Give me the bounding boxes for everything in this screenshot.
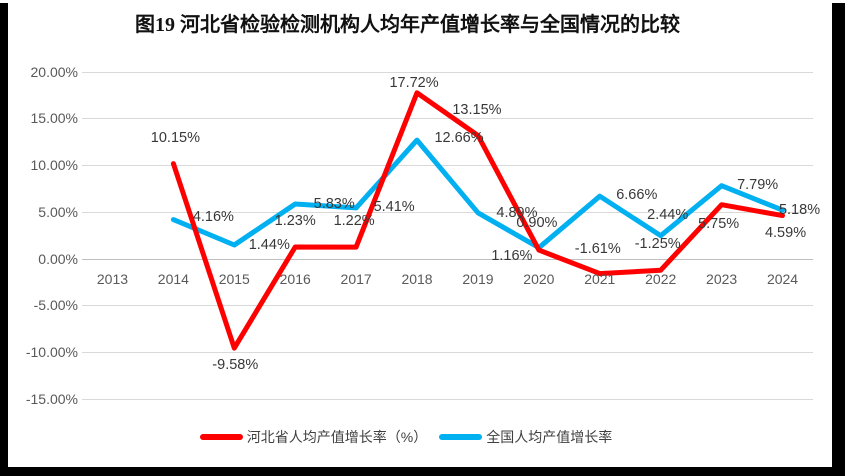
data-label-national-2014: 4.16%: [192, 208, 234, 225]
legend-marker-national-line: [439, 434, 483, 440]
y-axis-tick-label: 20.00%: [30, 63, 78, 80]
data-label-national-2023: 7.79%: [737, 176, 779, 193]
data-label-national-2017: 5.41%: [373, 198, 415, 215]
x-axis-tick-label: 2020: [523, 271, 555, 287]
y-axis-tick-label: 5.00%: [38, 203, 78, 220]
x-axis-tick-label: 2024: [766, 271, 799, 287]
x-axis-tick-label: 2016: [279, 271, 311, 287]
x-axis-tick-label: 2021: [584, 271, 616, 287]
x-axis-tick-label: 2023: [706, 271, 738, 287]
x-axis-tick-label: 2014: [157, 271, 189, 287]
legend-marker-hebei-line: [199, 434, 243, 440]
legend-label-hebei: 河北省人均产值增长率（%）: [246, 429, 428, 445]
legend-item-hebei: 河北省人均产值增长率（%）: [199, 427, 428, 447]
data-label-hebei-2016: 1.23%: [274, 212, 316, 229]
data-label-hebei-2023: 5.75%: [698, 215, 740, 232]
data-label-hebei-2015: -9.58%: [212, 357, 259, 374]
data-label-national-2015: 1.44%: [248, 237, 290, 254]
data-label-hebei-2018: 17.72%: [389, 74, 439, 91]
black-border-bottom: [0, 467, 845, 476]
x-axis-tick-label: 2022: [645, 271, 677, 287]
legend-label-national: 全国人均产值增长率: [486, 429, 613, 445]
black-border-right: [832, 3, 845, 476]
data-label-national-2018: 12.66%: [434, 130, 484, 147]
y-axis-tick-label: 15.00%: [30, 110, 78, 127]
data-label-national-2016: 5.83%: [313, 195, 355, 212]
series-line-hebei: [170, 90, 785, 351]
data-label-hebei-2017: 1.22%: [333, 213, 375, 230]
legend-item-national: 全国人均产值增长率: [439, 427, 612, 447]
x-axis-tick-label: 2017: [340, 271, 372, 287]
data-label-national-2021: 6.66%: [616, 187, 658, 204]
data-label-hebei-2020: 0.90%: [516, 215, 558, 232]
x-axis-tick-label: 2013: [96, 271, 129, 287]
y-axis-tick-label: -10.00%: [25, 344, 78, 360]
black-border-left: [0, 3, 8, 476]
x-axis-tick-label: 2018: [401, 271, 433, 287]
x-axis-tick-label: 2019: [462, 271, 494, 287]
data-label-hebei-2021: -1.61%: [574, 240, 621, 257]
data-label-national-2024: 5.18%: [778, 202, 821, 219]
x-axis-tick-label: 2015: [218, 271, 250, 287]
y-axis-tick-label: 0.00%: [38, 250, 78, 267]
series-line-national: [170, 137, 785, 251]
data-label-hebei-2024: 4.59%: [764, 224, 807, 241]
data-label-hebei-2022: -1.25%: [634, 236, 681, 253]
y-axis-tick-label: -15.00%: [25, 390, 78, 407]
data-label-national-2019: 4.89%: [496, 204, 538, 221]
data-label-national-2020: 1.16%: [491, 247, 533, 264]
chart-legend: 河北省人均产值增长率（%） 全国人均产值增长率: [0, 428, 812, 446]
data-label-hebei-2014: 10.15%: [150, 129, 200, 146]
y-axis-tick-label: 10.00%: [30, 157, 78, 173]
chart-title: 图19 河北省检验检测机构人均年产值增长率与全国情况的比较: [135, 14, 680, 36]
data-label-hebei-2019: 13.15%: [452, 101, 502, 118]
data-label-national-2022: 2.44%: [647, 206, 689, 223]
y-axis-tick-label: -5.00%: [33, 297, 78, 314]
